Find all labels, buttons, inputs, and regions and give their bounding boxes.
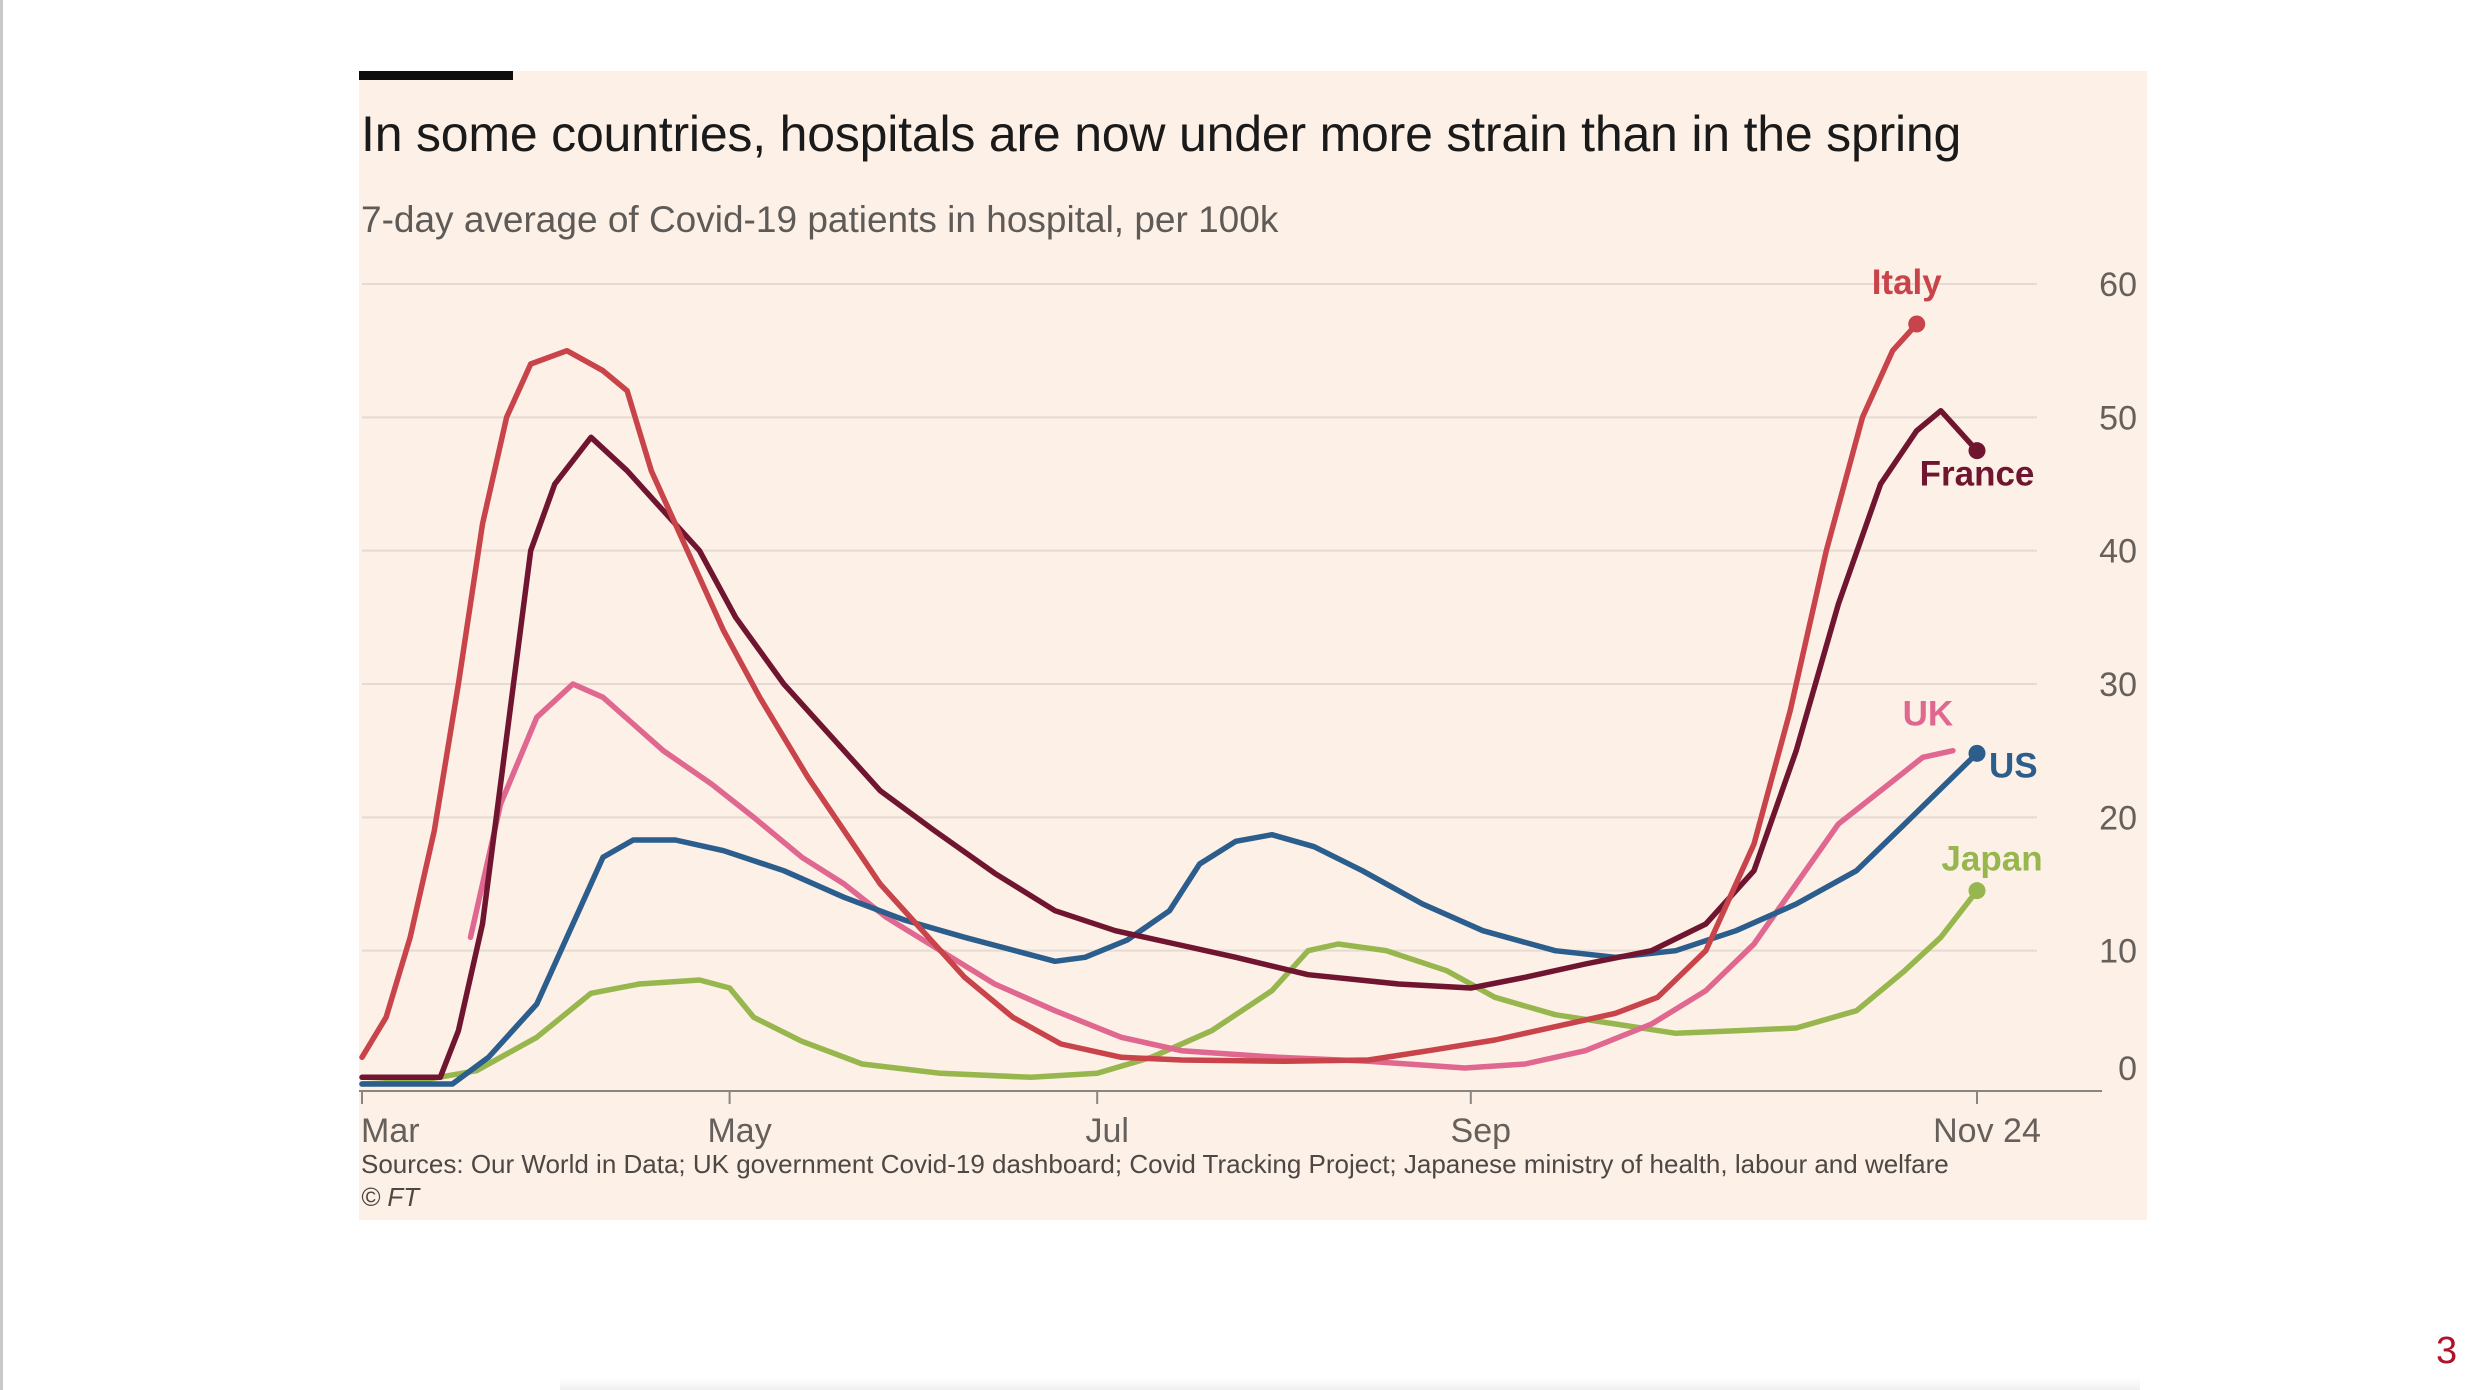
series-label-uk: UK [1903, 695, 1954, 734]
x-tick-label: Mar [361, 1112, 420, 1150]
series-label-us: US [1989, 746, 2038, 785]
series-label-japan: Japan [1941, 840, 2042, 879]
y-tick-label: 30 [2099, 666, 2137, 704]
x-tick-label: Jul [1085, 1112, 1128, 1150]
series-end-marker-japan [1968, 882, 1986, 900]
series-line-italy [359, 321, 1920, 1065]
y-tick-label: 50 [2099, 399, 2137, 437]
axes: 0 10 20 30 40 50 60 Mar May Jul Sep Nov 24 [359, 266, 2137, 1150]
bottom-shadow [560, 1378, 2140, 1390]
series-line-japan [359, 887, 1980, 1087]
header-accent-bar [359, 71, 513, 80]
chart-panel: In some countries, hospitals are now und… [359, 71, 2147, 1220]
chart-subtitle: 7-day average of Covid-19 patients in ho… [361, 199, 1279, 240]
series-line-us [359, 750, 1980, 1087]
series-lines [359, 315, 1986, 1087]
y-tick-label: 10 [2099, 933, 2137, 971]
series-end-marker-italy [1908, 315, 1926, 333]
y-tick-label: 0 [2118, 1050, 2137, 1088]
series-end-marker-france [1968, 442, 1986, 460]
left-edge-rule [0, 0, 3, 1390]
chart-title: In some countries, hospitals are now und… [361, 106, 1962, 162]
series-end-marker-us [1968, 744, 1986, 762]
chart-source-note: Sources: Our World in Data; UK governmen… [361, 1149, 1949, 1179]
series-line-france [359, 407, 1980, 1081]
series-label-france: France [1920, 455, 2035, 494]
x-tick-label: Nov 24 [1933, 1112, 2041, 1150]
x-tick-label: May [707, 1112, 771, 1150]
page-number: 3 [2436, 1330, 2458, 1372]
y-tick-label: 40 [2099, 533, 2137, 571]
series-line-uk [467, 681, 1956, 1071]
y-tick-label: 20 [2099, 799, 2137, 837]
chart-copyright: © FT [361, 1182, 420, 1212]
series-label-italy: Italy [1872, 263, 1943, 302]
y-tick-label: 60 [2099, 266, 2137, 304]
series-labels: Japan UK US France Italy [1872, 263, 2043, 879]
line-chart: 0 10 20 30 40 50 60 Mar May Jul Sep Nov 24 Japan UK U… [359, 263, 2137, 1150]
x-tick-label: Sep [1451, 1112, 1512, 1150]
gridlines [362, 283, 2037, 952]
